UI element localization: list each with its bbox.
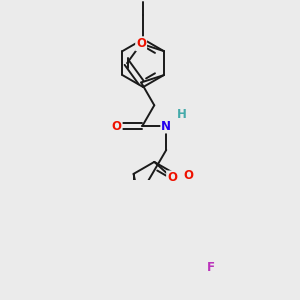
Text: H: H bbox=[177, 108, 187, 121]
Text: O: O bbox=[167, 171, 177, 184]
Text: N: N bbox=[161, 119, 171, 133]
Text: O: O bbox=[184, 169, 194, 182]
Text: O: O bbox=[136, 37, 146, 50]
Text: O: O bbox=[112, 119, 122, 133]
Text: F: F bbox=[207, 261, 215, 274]
